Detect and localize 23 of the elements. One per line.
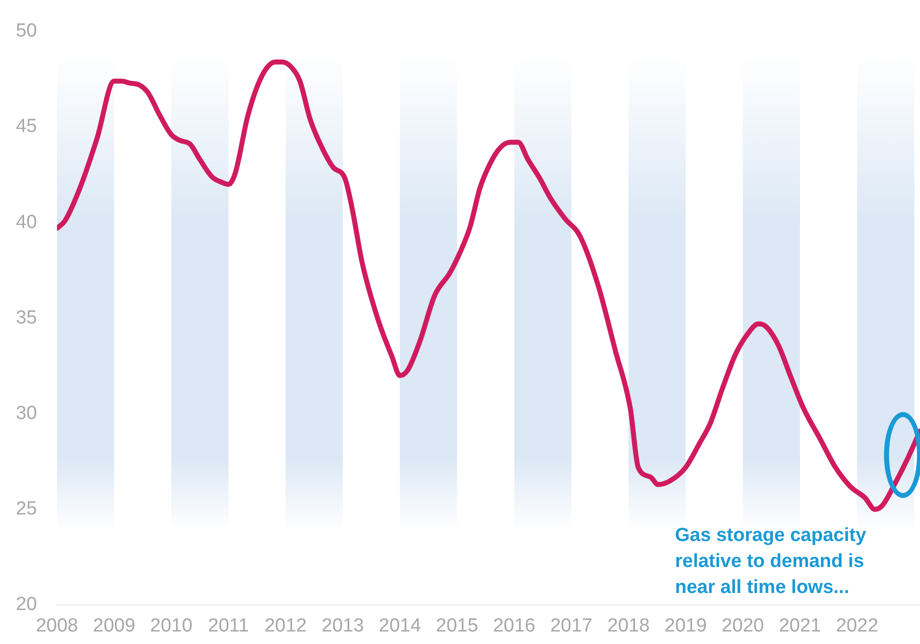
y-tick-label: 40 (16, 212, 37, 233)
x-tick-label: 2010 (150, 616, 192, 637)
x-tick-label: 2008 (36, 616, 78, 637)
x-tick-label: 2022 (836, 616, 878, 637)
x-tick-label: 2015 (436, 616, 478, 637)
x-tick-label: 2012 (264, 616, 307, 637)
x-tick-label: 2016 (493, 616, 536, 637)
y-tick-label: 25 (16, 498, 37, 520)
x-tick-label: 2019 (664, 616, 707, 637)
x-tick-label: 2014 (378, 616, 422, 637)
x-tick-label: 2020 (722, 616, 764, 637)
y-tick-label: 50 (16, 20, 37, 42)
x-tick-label: 2013 (322, 616, 364, 637)
y-tick-label: 45 (16, 116, 37, 138)
annotation: Gas storage capacity relative to demand is near all time lows... (675, 525, 867, 598)
y-tick-label: 35 (16, 307, 37, 328)
x-tick-label: 2011 (208, 616, 249, 637)
y-tick-label: 20 (16, 594, 37, 616)
y-tick-label: 30 (16, 403, 37, 424)
x-tick-label: 2021 (778, 616, 822, 637)
x-tick-label: 2017 (550, 616, 593, 637)
x-tick-label: 2018 (607, 616, 650, 637)
x-tick-label: 2009 (93, 616, 136, 637)
